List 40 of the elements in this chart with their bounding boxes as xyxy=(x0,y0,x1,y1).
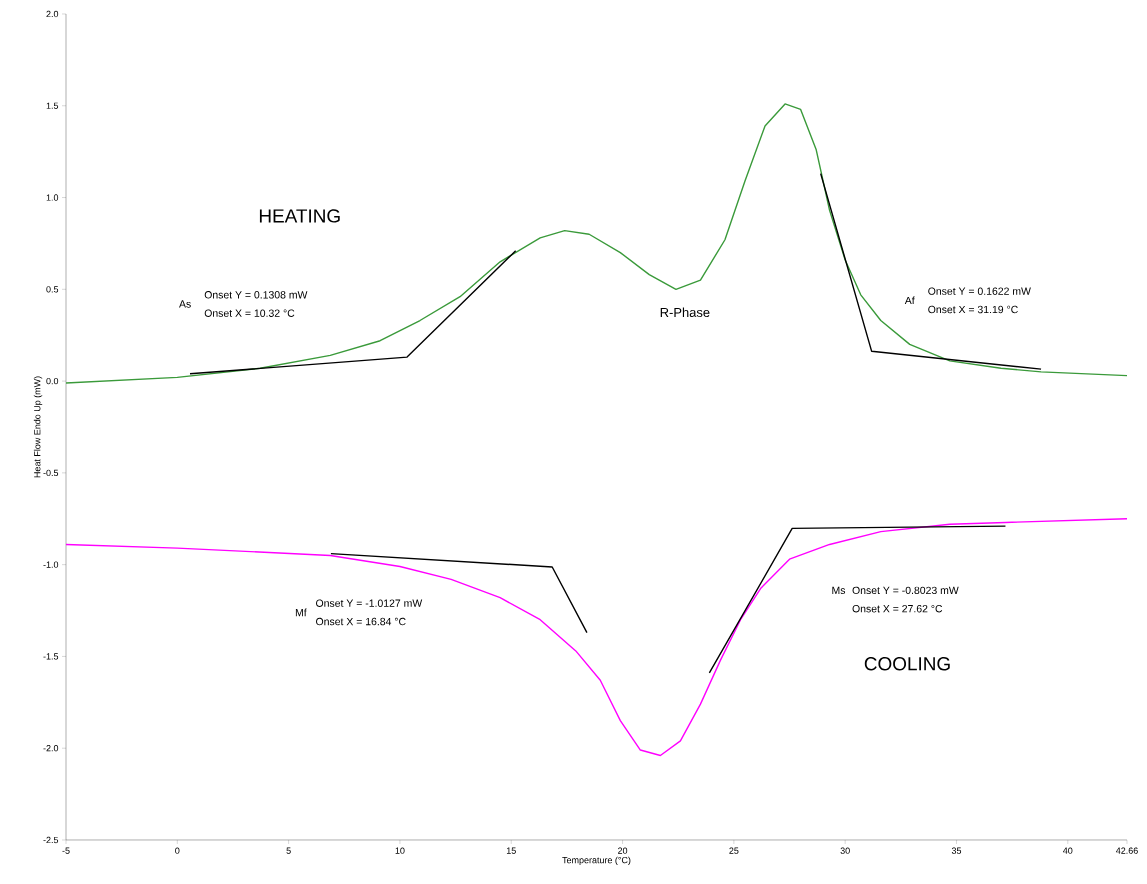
annotation: Af xyxy=(904,296,915,305)
annotation: Onset X = 27.62 °C xyxy=(852,605,943,613)
annotation: R-Phase xyxy=(660,307,710,318)
annotation: Onset Y = -1.0127 mW xyxy=(316,599,423,607)
y-tick-label: 2.0 xyxy=(46,10,59,18)
y-tick-label: -1.5 xyxy=(43,653,59,660)
x-tick-label: 15 xyxy=(506,847,516,854)
x-tick-label: 5 xyxy=(286,847,291,854)
x-tick-label: 10 xyxy=(395,847,405,854)
x-tick-label: 35 xyxy=(951,847,962,854)
annotation: As xyxy=(179,300,191,308)
annotation: COOLING xyxy=(864,657,950,671)
annotation: Onset Y = 0.1308 mW xyxy=(204,291,308,299)
y-tick-label: 1.0 xyxy=(46,194,59,201)
x-tick-label: 40 xyxy=(1063,847,1073,854)
annotation: Mf xyxy=(295,608,307,617)
y-tick-label: 0.5 xyxy=(46,286,59,293)
annotation: HEATING xyxy=(259,209,340,223)
y-tick-label: -2.0 xyxy=(43,745,59,752)
y-tick-label: -2.5 xyxy=(43,836,59,844)
y-tick-label: -0.5 xyxy=(43,469,59,477)
annotation: Onset X = 10.32 °C xyxy=(204,309,295,317)
y-tick-label: 1.5 xyxy=(46,102,59,109)
y-tick-label: -1.0 xyxy=(43,561,59,568)
x-tick-label: 20 xyxy=(618,847,628,854)
x-tick-label: 30 xyxy=(840,847,850,854)
x-axis-title: Temperature (°C) xyxy=(562,856,631,866)
x-tick-label: 42.66 xyxy=(1115,847,1138,854)
x-tick-label: 25 xyxy=(729,847,739,854)
line-series xyxy=(65,518,1128,757)
line-series xyxy=(65,103,1128,384)
y-axis-title: Heat Flow Endo Up (mW) xyxy=(33,376,43,478)
x-tick-label: -5 xyxy=(62,847,70,854)
annotation: Onset Y = 0.1622 mW xyxy=(928,287,1031,295)
annotation: Onset X = 16.84 °C xyxy=(316,617,406,626)
annotation: Onset Y = -0.8023 mW xyxy=(852,586,959,595)
y-tick-label: 0.0 xyxy=(46,377,59,385)
annotation: Onset X = 31.19 °C xyxy=(928,305,1018,314)
x-tick-label: 0 xyxy=(175,847,180,854)
annotation: Ms xyxy=(832,586,846,594)
